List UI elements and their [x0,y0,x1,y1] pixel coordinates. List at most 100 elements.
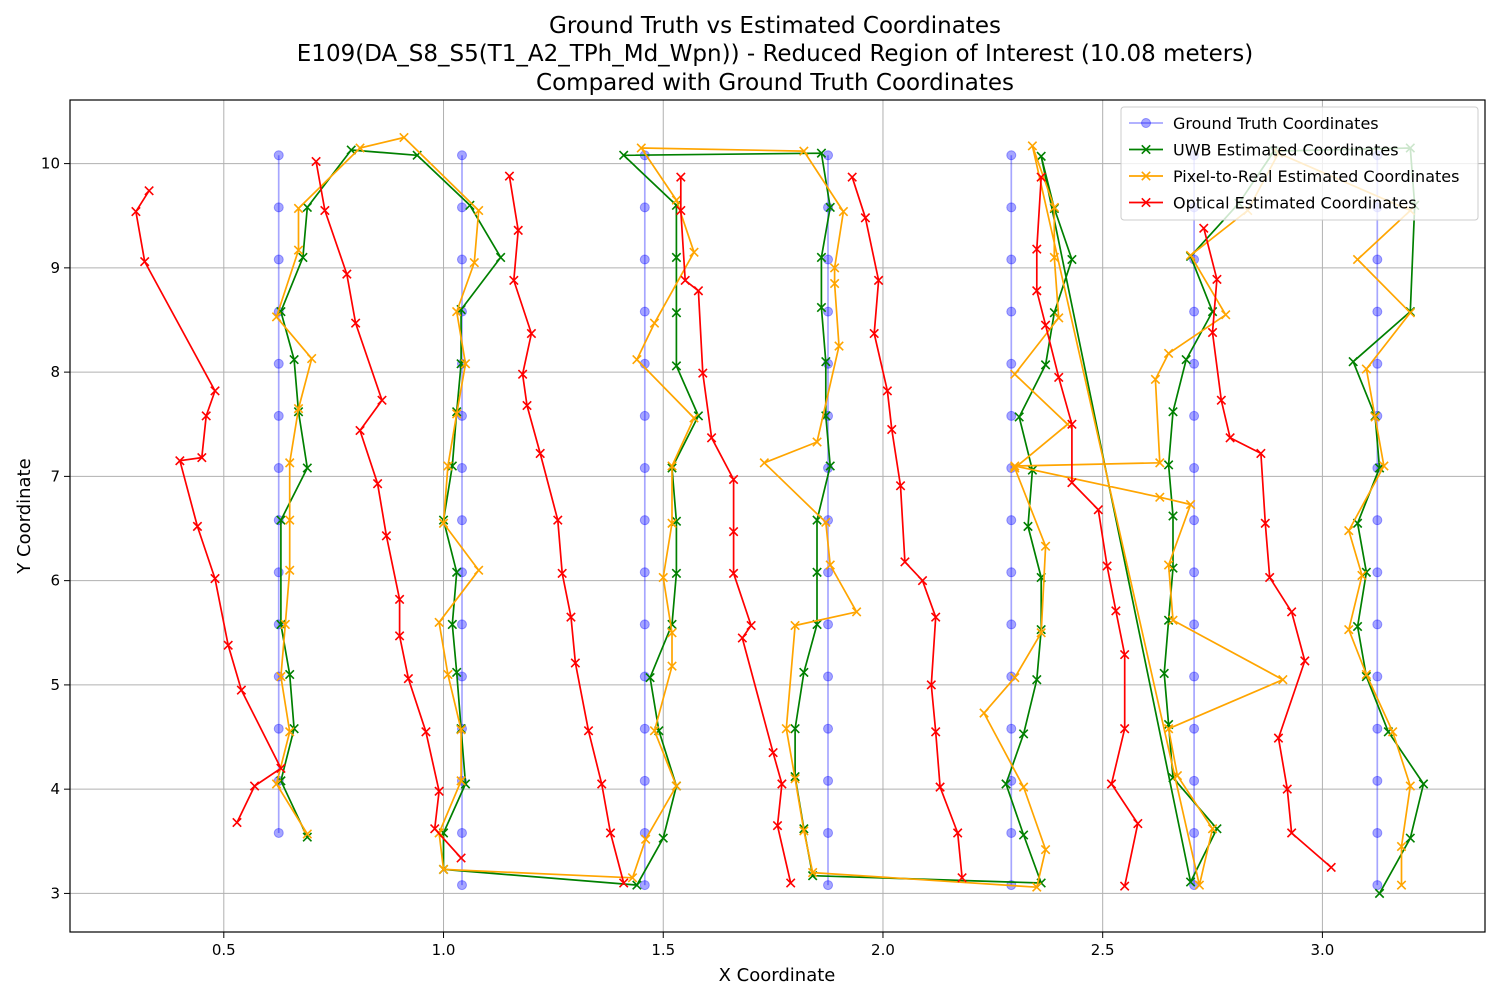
ground-truth-coordinates-point [639,619,650,630]
plot-area [131,132,1429,899]
uwb-estimated-coordinates-point [671,252,682,263]
ground-truth-coordinates-point [273,150,284,161]
pixel-to-real-estimated-coordinates-point [790,773,800,784]
pixel-to-real-estimated-coordinates-point [671,195,682,205]
optical-estimated-coordinates-point [1141,197,1151,208]
pixel-to-real-estimated-coordinates-point [640,834,651,844]
uwb-estimated-coordinates-point [1014,412,1024,422]
uwb-estimated-coordinates-point [816,252,827,263]
pixel-to-real-estimated-coordinates-point [799,826,809,836]
ground-truth-coordinates-point [273,567,284,578]
optical-estimated-coordinates-point [197,452,207,463]
y-tick-label: 6 [50,572,60,590]
pixel-to-real-estimated-coordinates-point [1010,369,1020,379]
uwb-estimated-coordinates-point [302,202,313,213]
optical-estimated-coordinates-point [860,213,871,223]
pixel-to-real-estimated-coordinates-point [1040,541,1051,552]
optical-estimated-coordinates-point [1106,779,1117,789]
uwb-estimated-coordinates-point [447,461,458,471]
uwb-estimated-coordinates-point [289,354,299,365]
optical-estimated-coordinates-point [249,781,260,791]
y-tick-label: 3 [50,884,60,902]
legend-box [1120,106,1479,221]
optical-estimated-coordinates-point [1216,395,1227,406]
pixel-to-real-estimated-coordinates-point [790,620,800,631]
uwb-estimated-coordinates-point [456,359,466,369]
x-tick-label: 3.0 [1310,941,1334,959]
optical-estimated-coordinates-point [596,779,607,789]
optical-estimated-coordinates-series [131,156,1336,891]
optical-estimated-coordinates-point [570,658,581,668]
uwb-estimated-coordinates-point [799,667,809,678]
ground-truth-coordinates-point [1006,567,1017,578]
uwb-estimated-coordinates-point [276,515,286,525]
optical-estimated-coordinates-point [900,557,910,567]
pixel-to-real-estimated-coordinates-point [1010,463,1020,473]
pixel-to-real-estimated-coordinates-point [302,829,313,839]
uwb-estimated-coordinates-point [1018,729,1029,739]
optical-estimated-coordinates-point [1326,862,1336,873]
optical-estimated-coordinates-point [1225,433,1235,443]
uwb-estimated-coordinates-point [821,356,831,367]
ground-truth-coordinates-point [1372,515,1383,526]
legend-item-uwb-estimated-coordinates: UWB Estimated Coordinates [1129,141,1399,160]
chart-title: Ground Truth vs Estimated Coordinates E1… [297,13,1253,96]
optical-estimated-coordinates-point [210,386,220,396]
optical-estimated-coordinates-point [873,275,884,286]
pixel-to-real-estimated-coordinates-point [1361,669,1372,680]
pixel-to-real-estimated-coordinates-point [636,143,647,153]
pixel-to-real-estimated-coordinates-point [293,403,304,414]
optical-estimated-coordinates-point [1212,274,1222,285]
optical-estimated-coordinates-point [869,328,879,339]
uwb-estimated-coordinates-series [276,143,1429,899]
optical-estimated-coordinates-point [1119,649,1130,660]
ground-truth-coordinates-point [823,254,834,265]
pixel-to-real-estimated-coordinates-point [1010,461,1020,471]
pixel-to-real-estimated-coordinates-line [275,136,1412,889]
pixel-to-real-estimated-coordinates-point [799,146,809,156]
optical-estimated-coordinates-line [508,175,625,884]
pixel-to-real-estimated-coordinates-point [1141,171,1151,181]
ground-truth-coordinates-point [639,463,650,474]
optical-estimated-coordinates-point [429,824,440,834]
pixel-to-real-estimated-coordinates-point [1150,374,1161,385]
legend: Ground Truth Coordinates UWB Estimated Co… [1120,106,1479,221]
pixel-to-real-estimated-coordinates-point [355,143,365,153]
optical-estimated-coordinates-point [1067,419,1077,430]
pixel-to-real-estimated-coordinates-point [276,671,286,682]
pixel-to-real-estimated-coordinates-point [1053,313,1064,323]
pixel-to-real-estimated-coordinates-point [1155,492,1165,502]
uwb-estimated-coordinates-point [671,307,682,318]
ground-truth-coordinates-point [456,463,467,474]
legend-label: Ground Truth Coordinates [1173,114,1379,133]
uwb-estimated-coordinates-point [298,252,308,263]
optical-estimated-coordinates-point [728,568,739,579]
ground-truth-coordinates-point [1189,463,1200,474]
uwb-estimated-coordinates-point [1168,563,1178,573]
ground-truth-coordinates-point [823,671,834,682]
optical-estimated-coordinates-point [526,328,537,339]
optical-estimated-coordinates-point [693,286,704,296]
ground-truth-coordinates-point [823,880,834,891]
pixel-to-real-estimated-coordinates-point [667,661,677,671]
pixel-to-real-estimated-coordinates-point [293,203,304,214]
x-axis-label: X Coordinate [719,965,836,986]
uwb-estimated-coordinates-point [1036,151,1046,162]
optical-estimated-coordinates-point [236,685,247,695]
pixel-to-real-estimated-coordinates-point [1357,570,1367,581]
ground-truth-coordinates-point [1372,619,1383,630]
uwb-estimated-coordinates-point [667,619,677,630]
plot-frame [69,99,1486,933]
pixel-to-real-estimated-coordinates-point [1018,782,1029,792]
optical-estimated-coordinates-point [706,433,717,443]
ground-truth-coordinates-point [639,515,650,526]
ground-truth-coordinates-point [1006,202,1017,213]
optical-estimated-coordinates-point [1286,607,1297,617]
ground-truth-coordinates-point [639,306,650,317]
pixel-to-real-estimated-coordinates-point [1172,770,1183,781]
ground-truth-coordinates-point [273,254,284,265]
pixel-to-real-estimated-coordinates-point [759,458,770,468]
optical-estimated-coordinates-point [917,575,928,586]
ground-truth-coordinates-point [1189,567,1200,578]
uwb-estimated-coordinates-point [289,723,299,734]
